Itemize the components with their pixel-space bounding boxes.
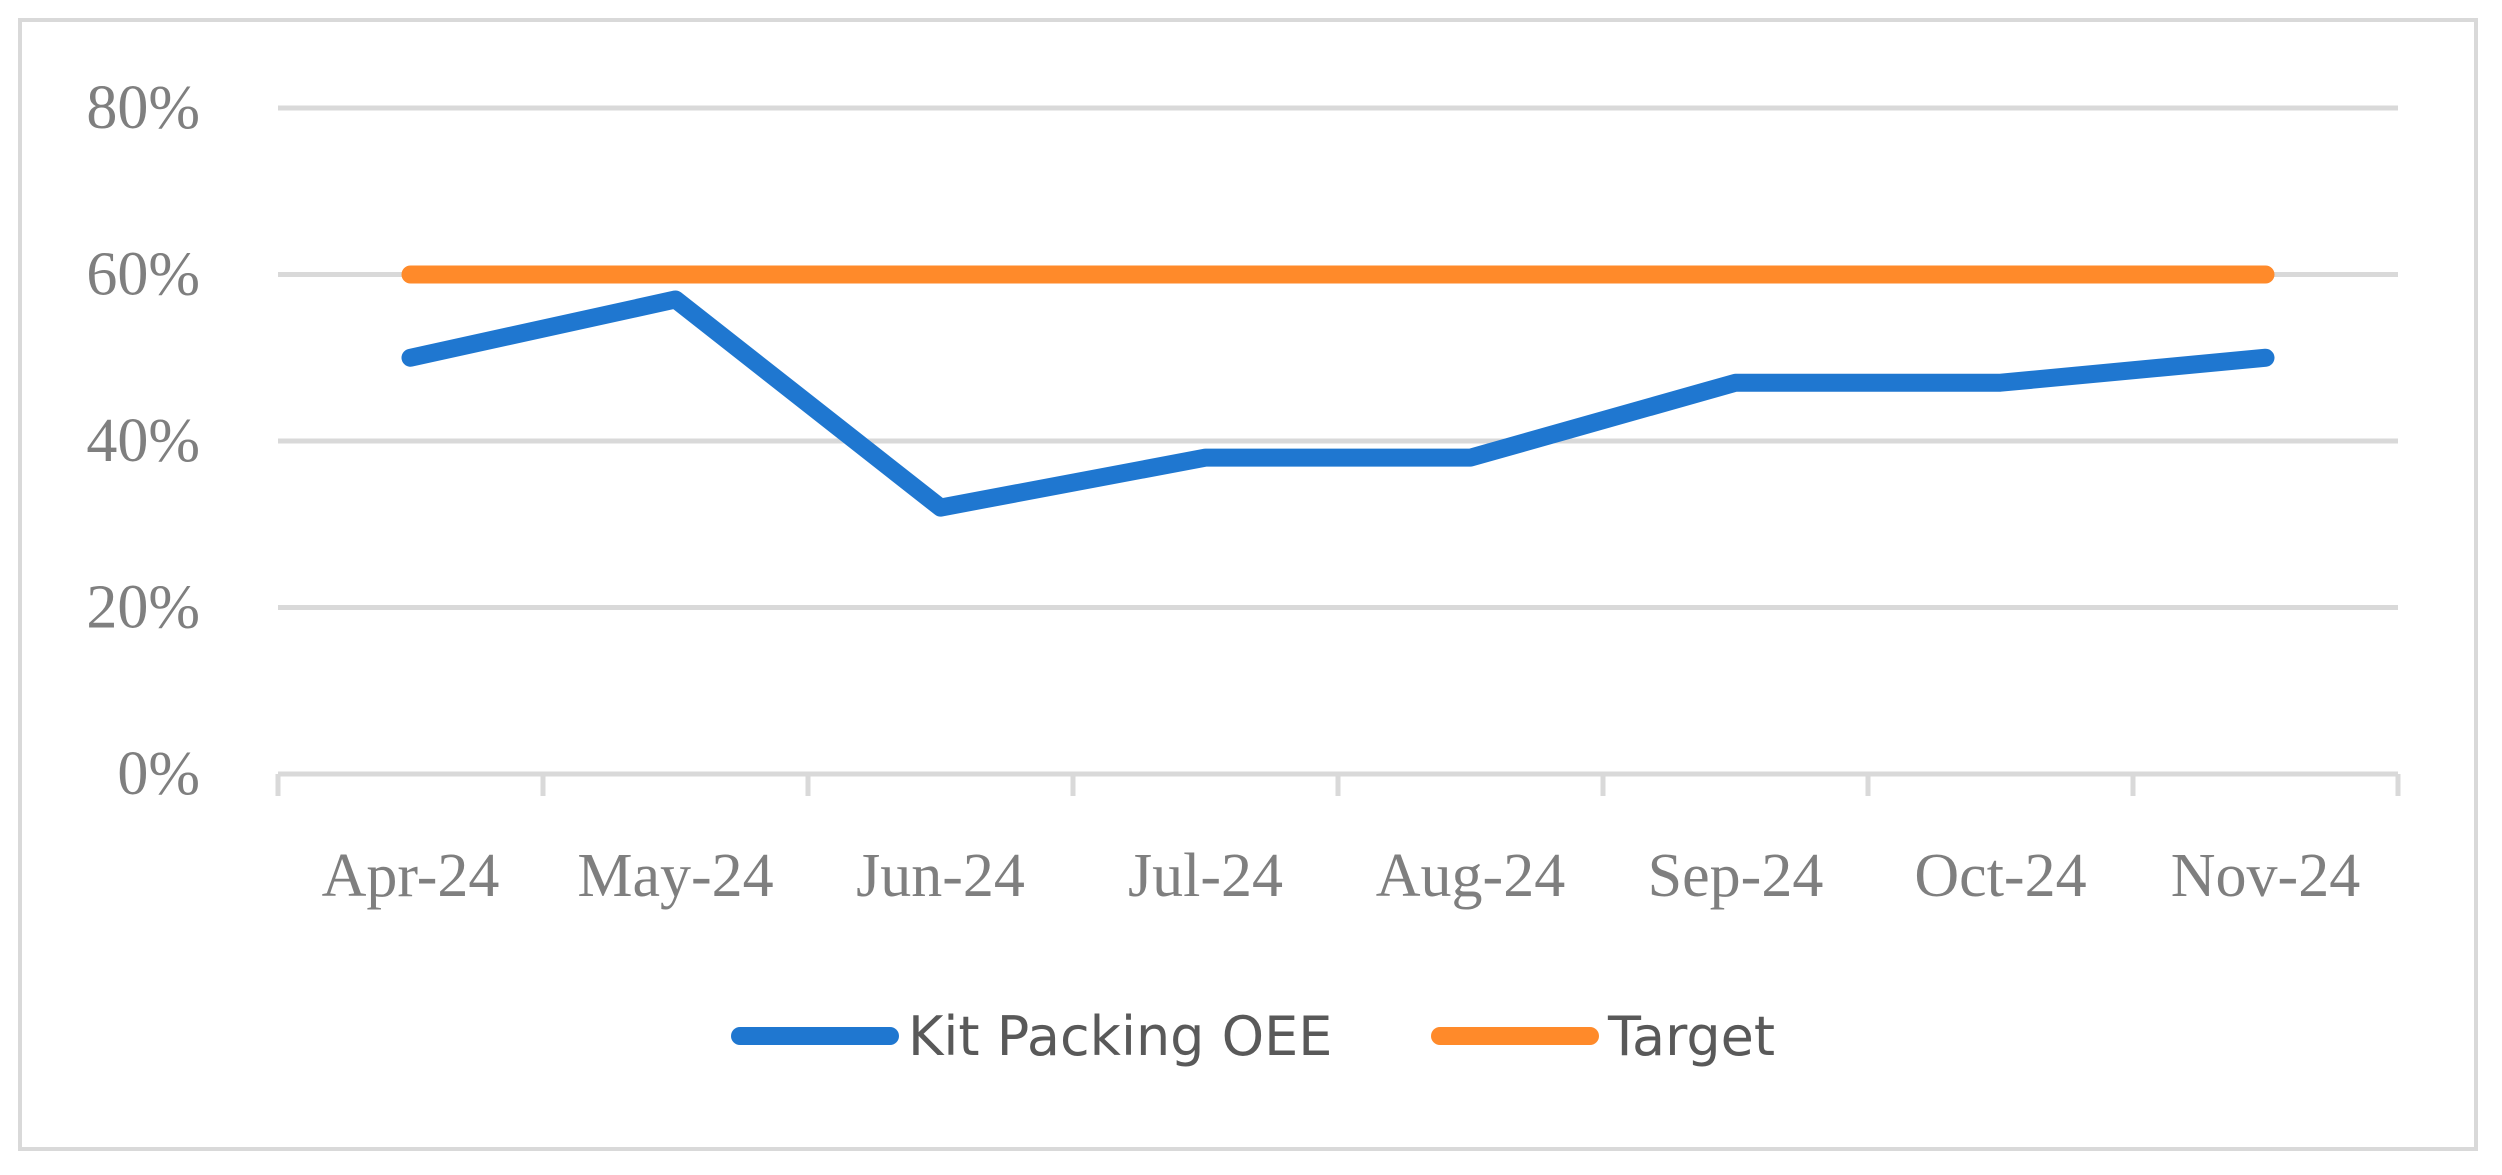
legend-label-target: Target xyxy=(1607,1005,1775,1068)
series-line-kit-packing-oee xyxy=(401,290,2275,517)
x-tick-label: Apr-24 xyxy=(322,842,500,910)
y-tick-label: 0% xyxy=(117,740,200,808)
legend: Kit Packing OEE Target xyxy=(731,1005,1775,1068)
y-axis-tick-labels: 0% 20% 40% 60% 80% xyxy=(86,74,200,808)
chart-frame xyxy=(18,18,2478,1151)
x-tick-label: Jun-24 xyxy=(856,842,1025,910)
y-tick-label: 20% xyxy=(86,574,200,642)
x-axis xyxy=(275,771,2401,796)
x-tick-label: Jul-24 xyxy=(1128,842,1283,910)
gridlines xyxy=(278,105,2398,610)
x-tick-label: Aug-24 xyxy=(1376,842,1565,910)
x-axis-tick-labels: Apr-24 May-24 Jun-24 Jul-24 Aug-24 Sep-24 Oct-… xyxy=(322,842,2361,910)
series-lines xyxy=(401,265,2275,517)
x-tick-label: May-24 xyxy=(577,842,773,910)
legend-label-kit-packing-oee: Kit Packing OEE xyxy=(908,1005,1332,1068)
y-tick-label: 60% xyxy=(86,241,200,309)
x-tick-label: Oct-24 xyxy=(1914,842,2086,910)
y-tick-label: 80% xyxy=(86,74,200,142)
y-tick-label: 40% xyxy=(86,407,200,475)
x-tick-label: Sep-24 xyxy=(1648,842,1824,910)
x-tick-label: Nov-24 xyxy=(2171,842,2360,910)
